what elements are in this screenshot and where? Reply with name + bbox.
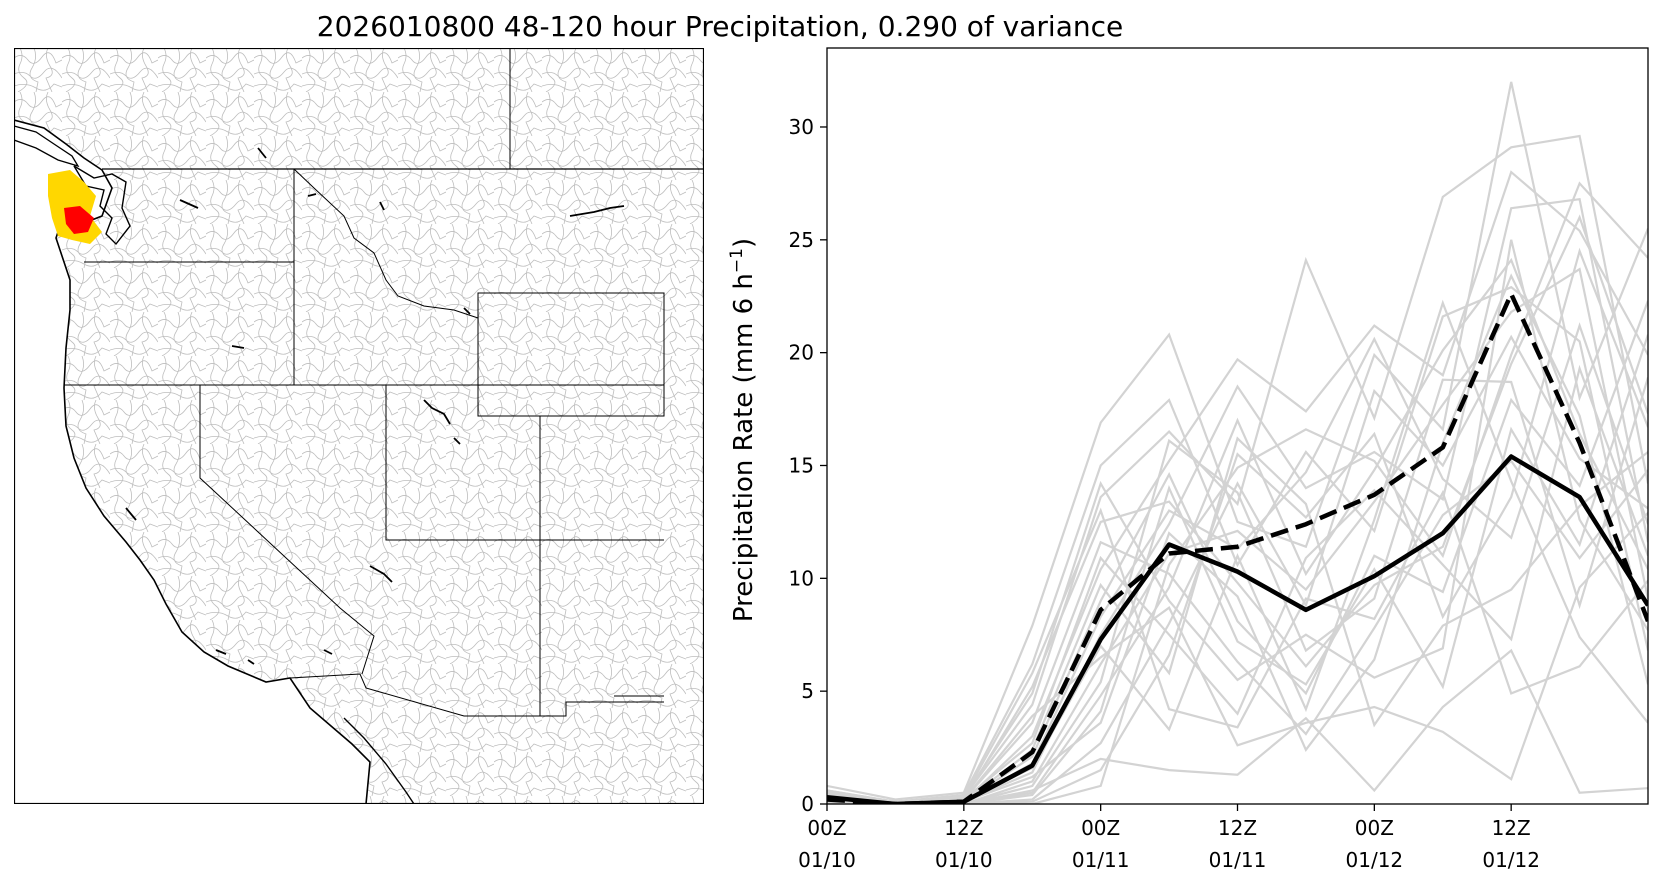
solid-mean-line bbox=[827, 454, 1648, 804]
ensemble-member-line bbox=[827, 257, 1648, 804]
y-tick-label: 30 bbox=[789, 115, 814, 139]
x-tick-label-date: 01/10 bbox=[935, 848, 993, 872]
x-tick-label-date: 01/12 bbox=[1482, 848, 1540, 872]
map-panel bbox=[13, 47, 705, 805]
x-tick-label-date: 01/11 bbox=[1209, 848, 1267, 872]
y-tick-label: 15 bbox=[789, 453, 814, 477]
basin-map bbox=[13, 47, 705, 805]
x-tick-label-time: 12Z bbox=[1218, 816, 1257, 840]
ensemble-member-line bbox=[827, 273, 1648, 804]
y-tick-label: 10 bbox=[789, 566, 814, 590]
y-tick-label: 25 bbox=[789, 228, 814, 252]
gulf-coastline bbox=[343, 717, 415, 805]
ensemble-member-line bbox=[827, 364, 1648, 803]
x-tick-label-time: 00Z bbox=[807, 816, 846, 840]
vancouver-island bbox=[13, 125, 80, 168]
y-tick-label: 0 bbox=[801, 792, 814, 816]
x-tick-label-time: 12Z bbox=[944, 816, 983, 840]
map-frame bbox=[13, 47, 705, 805]
x-tick-label-time: 12Z bbox=[1492, 816, 1531, 840]
ensemble-member-line bbox=[827, 334, 1648, 804]
lakes bbox=[125, 147, 625, 665]
y-axis-label: Precipitation Rate (mm 6 h−1) bbox=[727, 238, 759, 622]
y-tick-label: 5 bbox=[801, 679, 814, 703]
x-tick-label-date: 01/12 bbox=[1346, 848, 1404, 872]
state-lines bbox=[64, 168, 665, 717]
ensemble-member-line bbox=[827, 300, 1648, 804]
x-tick-label-date: 01/11 bbox=[1072, 848, 1130, 872]
ensemble-member-line bbox=[827, 181, 1648, 804]
ensemble-member-line bbox=[827, 170, 1648, 804]
x-tick-label-time: 00Z bbox=[1081, 816, 1120, 840]
x-tick-label-date: 01/10 bbox=[798, 848, 856, 872]
ensemble-member-line bbox=[827, 648, 1648, 804]
ensemble-member-line bbox=[827, 247, 1648, 804]
puget-sound bbox=[73, 165, 131, 246]
coastline bbox=[13, 119, 371, 805]
ensemble-member-line bbox=[827, 267, 1648, 804]
x-tick-label-time: 00Z bbox=[1355, 816, 1394, 840]
ensemble-member-line bbox=[827, 489, 1648, 803]
ensemble-member-line bbox=[827, 299, 1648, 804]
figure-title: 2026010800 48-120 hour Precipitation, 0.… bbox=[316, 10, 1124, 43]
y-tick-label: 20 bbox=[789, 341, 814, 365]
dashed-mean-line bbox=[827, 291, 1648, 804]
ensemble-member-line bbox=[827, 377, 1648, 804]
highlight-basin-inner bbox=[64, 206, 94, 234]
ensemble-member-line bbox=[827, 334, 1648, 804]
